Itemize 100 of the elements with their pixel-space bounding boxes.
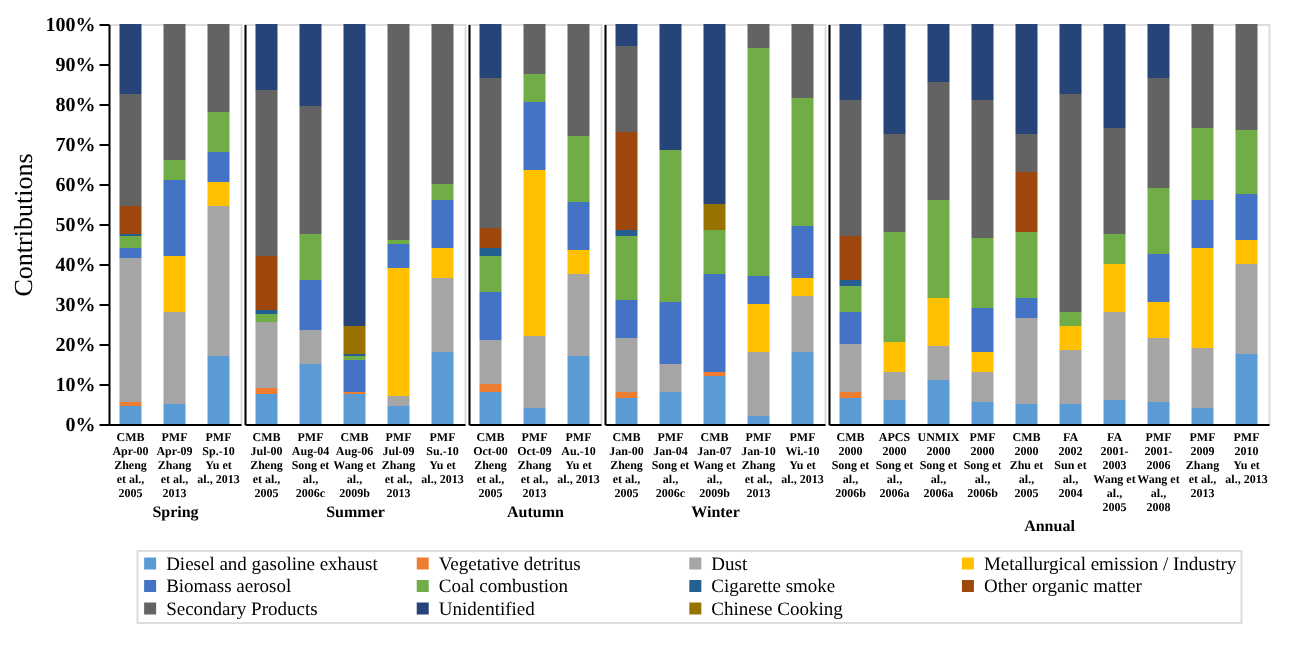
bar xyxy=(207,182,230,206)
bar xyxy=(927,380,950,424)
bar xyxy=(1059,94,1082,312)
bar xyxy=(431,184,454,200)
bar xyxy=(747,304,770,352)
bar xyxy=(479,248,502,256)
bar xyxy=(615,338,638,392)
bar xyxy=(343,326,366,354)
y-tick-label: 90% xyxy=(55,55,96,77)
bar xyxy=(387,406,410,424)
x-axis-title: Summer xyxy=(326,503,386,521)
bar xyxy=(839,280,862,286)
legend-label: Vegetative detritus xyxy=(438,555,582,576)
bar xyxy=(567,136,590,202)
bar xyxy=(791,352,814,424)
bar xyxy=(1191,348,1214,408)
bar xyxy=(883,342,906,372)
bar xyxy=(299,106,322,234)
bar xyxy=(479,340,502,384)
bar xyxy=(1103,234,1126,264)
x-axis-title: Autumn xyxy=(507,503,566,521)
bar xyxy=(659,302,682,364)
bar xyxy=(615,230,638,236)
bar xyxy=(207,206,230,356)
bar xyxy=(387,24,410,240)
bar xyxy=(971,402,994,424)
bar xyxy=(1059,312,1082,326)
bar xyxy=(971,308,994,352)
bar xyxy=(255,314,278,322)
bar xyxy=(207,112,230,152)
y-tick-label: 30% xyxy=(55,295,96,317)
bar xyxy=(839,24,862,100)
bar xyxy=(839,398,862,424)
bar xyxy=(479,384,502,392)
bar xyxy=(615,24,638,46)
bar xyxy=(1191,200,1214,248)
bar xyxy=(523,102,546,170)
bar xyxy=(431,278,454,352)
bar xyxy=(1235,130,1258,194)
y-tick-label: 70% xyxy=(55,135,96,157)
bar xyxy=(299,234,322,280)
legend-label: Secondary Products xyxy=(166,600,319,621)
bar xyxy=(839,392,862,398)
bar xyxy=(255,394,278,424)
bar xyxy=(343,24,366,326)
bar xyxy=(615,398,638,424)
y-tick-label: 50% xyxy=(55,215,96,237)
bar xyxy=(615,46,638,132)
bar xyxy=(523,24,546,74)
bar xyxy=(883,232,906,342)
bar xyxy=(703,274,726,372)
bar xyxy=(747,48,770,276)
bar xyxy=(387,268,410,396)
bar xyxy=(431,352,454,424)
bar xyxy=(567,202,590,250)
bar xyxy=(791,98,814,226)
legend-label: Cigarette smoke xyxy=(711,578,836,598)
bar xyxy=(791,24,814,98)
bar xyxy=(747,24,770,48)
bar xyxy=(255,388,278,394)
bar xyxy=(1103,24,1126,128)
x-axis-title: Annual xyxy=(1024,517,1077,535)
bar xyxy=(839,344,862,392)
bar xyxy=(479,24,502,78)
bar xyxy=(883,24,906,134)
bar xyxy=(971,352,994,372)
bar xyxy=(255,322,278,388)
y-tick-label: 10% xyxy=(55,375,96,397)
legend-label: Dust xyxy=(711,555,748,576)
bar xyxy=(207,24,230,112)
bar xyxy=(927,298,950,346)
bar xyxy=(119,406,142,424)
bar xyxy=(1147,78,1170,188)
bar xyxy=(615,236,638,300)
bar xyxy=(1015,404,1038,424)
bar xyxy=(255,256,278,310)
legend-label: Diesel and gasoline exhaust xyxy=(166,555,379,576)
bar xyxy=(1103,264,1126,312)
bar xyxy=(927,24,950,82)
bar xyxy=(255,24,278,90)
y-tick-label: 100% xyxy=(45,15,96,37)
y-tick-label: 20% xyxy=(55,335,96,357)
bar xyxy=(659,364,682,392)
bar xyxy=(119,248,142,258)
x-axis-title: Spring xyxy=(152,503,199,521)
bar xyxy=(163,312,186,404)
bar xyxy=(119,206,142,234)
bar xyxy=(615,300,638,338)
bar xyxy=(839,312,862,344)
bar xyxy=(567,274,590,356)
bar xyxy=(703,24,726,204)
bar xyxy=(479,292,502,340)
bar xyxy=(1015,24,1038,134)
bar xyxy=(1191,408,1214,424)
bar xyxy=(791,296,814,352)
bar xyxy=(927,346,950,380)
bar xyxy=(163,256,186,312)
bar xyxy=(119,258,142,402)
bar xyxy=(1147,302,1170,338)
bar xyxy=(119,236,142,248)
